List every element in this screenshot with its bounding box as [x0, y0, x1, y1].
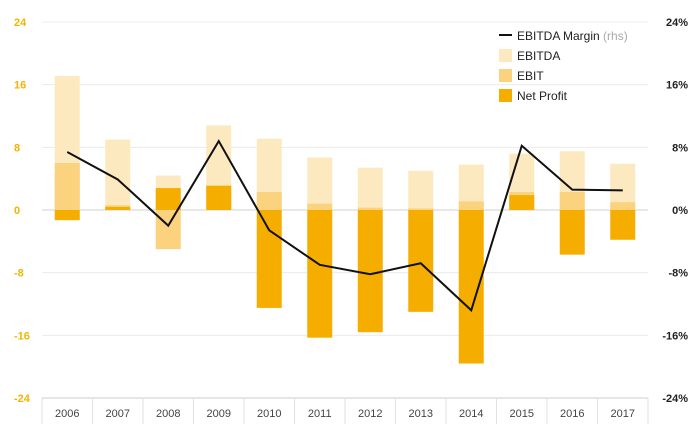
bar-ebitda — [357, 167, 383, 210]
legend: EBITDA Margin (rhs) EBITDA EBIT Net Profit — [499, 29, 628, 103]
x-tick-label: 2013 — [409, 408, 433, 420]
bar-ebit — [458, 201, 484, 210]
bar-net-profit — [206, 185, 232, 210]
legend-label: EBITDA Margin (rhs) — [517, 29, 628, 43]
bar-net-profit — [458, 210, 484, 364]
x-tick-label: 2006 — [55, 408, 79, 420]
y-right-tick-label: 8% — [672, 142, 688, 154]
line-ebitda-margin — [66, 139, 623, 313]
legend-series-name: EBITDA Margin — [517, 29, 600, 43]
y-right-tick-label: 0% — [672, 205, 688, 217]
bars — [54, 76, 636, 364]
y-left-tick-label: 0 — [14, 205, 20, 217]
bar-ebit — [610, 202, 636, 210]
bar-net-profit — [256, 210, 282, 308]
x-tick-label: 2007 — [106, 408, 130, 420]
y-left-tick-label: -16 — [14, 330, 30, 342]
x-tick-label: 2012 — [358, 408, 382, 420]
legend-swatch — [499, 89, 512, 102]
x-tick-label: 2011 — [308, 408, 332, 420]
bar-ebit — [559, 191, 585, 210]
bar-ebit — [357, 207, 383, 210]
bar-ebit — [408, 208, 434, 210]
x-tick-label: 2009 — [207, 408, 231, 420]
bar-net-profit — [357, 210, 383, 333]
legend-series-name: EBIT — [517, 69, 544, 83]
y-right-tick-label: -16% — [662, 330, 688, 342]
y-left-tick-label: 24 — [14, 17, 27, 29]
bar-net-profit — [408, 210, 434, 312]
y-right-tick-label: -24% — [662, 393, 688, 405]
bar-net-profit — [155, 188, 181, 210]
bar-ebit — [256, 191, 282, 210]
y-right-tick-label: 16% — [666, 80, 688, 92]
bar-net-profit — [509, 195, 535, 210]
x-tick-label: 2008 — [156, 408, 180, 420]
x-tick-label: 2016 — [560, 408, 584, 420]
legend-swatch — [499, 49, 512, 62]
legend-series-name: Net Profit — [517, 89, 568, 103]
bar-ebitda — [307, 157, 333, 210]
bar-ebit — [155, 210, 181, 250]
x-tick-label: 2015 — [510, 408, 534, 420]
y-right-tick-label: 24% — [666, 17, 688, 29]
x-tick-label: 2014 — [459, 408, 483, 420]
bar-net-profit — [610, 210, 636, 240]
y-left-tick-label: -24 — [14, 393, 31, 405]
y-left-tick-label: 16 — [14, 80, 26, 92]
x-tick-label: 2010 — [257, 408, 281, 420]
bar-ebit — [54, 163, 80, 210]
margin-line — [66, 139, 623, 313]
bar-net-profit — [307, 210, 333, 338]
legend-label: EBIT — [517, 69, 544, 83]
axes: 24 16 8 0 -8 -16 -24 24% 16% 8% 0% -8% -16% -24% 2006 2… — [14, 17, 688, 424]
y-left-tick-label: 8 — [14, 142, 20, 154]
bar-net-profit — [559, 210, 585, 255]
legend-note: (rhs) — [600, 29, 628, 43]
y-right-tick-label: -8% — [668, 268, 688, 280]
y-left-tick-label: -8 — [14, 268, 24, 280]
bar-ebitda — [408, 170, 434, 210]
x-tick-label: 2017 — [611, 408, 635, 420]
bar-ebit — [307, 203, 333, 210]
grid — [42, 21, 648, 399]
legend-swatch — [499, 69, 512, 82]
legend-label: Net Profit — [517, 89, 568, 103]
bar-net-profit — [105, 206, 131, 210]
legend-label: EBITDA — [517, 49, 560, 63]
bar-net-profit — [54, 210, 80, 221]
legend-series-name: EBITDA — [517, 49, 560, 63]
